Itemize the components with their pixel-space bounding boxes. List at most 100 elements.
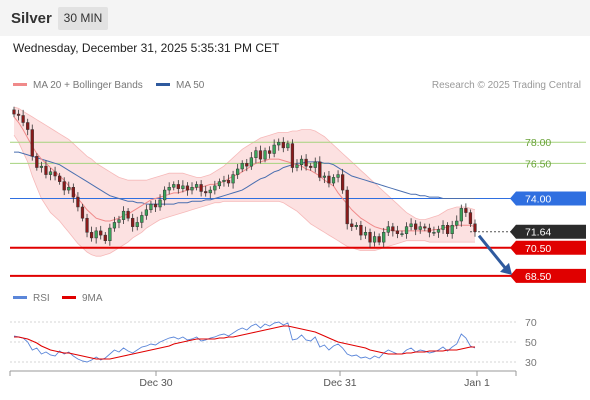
candle-body — [249, 157, 253, 167]
rsi-tick-label-70: 70 — [525, 317, 537, 329]
candle-body — [126, 210, 130, 219]
candle-body — [327, 175, 331, 184]
x-tick-label-1: Dec 31 — [323, 377, 356, 389]
candle-body — [409, 223, 413, 227]
candle-body — [16, 113, 21, 116]
forecast-arrow-head — [500, 262, 512, 275]
candle-body — [391, 226, 395, 232]
candle-body — [267, 150, 272, 154]
bollinger-band-area — [14, 107, 475, 257]
candle-body — [432, 232, 436, 234]
candle-body — [240, 163, 244, 170]
header-bar: Silver 30 MIN — [0, 0, 590, 36]
timeframe-badge[interactable]: 30 MIN — [58, 7, 108, 30]
candle-body — [445, 225, 450, 234]
forecast-arrow-shaft — [477, 234, 508, 270]
candle-body — [172, 184, 176, 188]
legend-swatch-rsi — [13, 295, 27, 299]
legend-swatch-9ma — [62, 295, 76, 299]
rsi-9ma-line — [14, 325, 475, 360]
legend-item-rsi: RSI — [13, 293, 50, 304]
legend-swatch-ma50 — [156, 82, 170, 86]
level-label-71-64: 71.64 — [525, 227, 551, 239]
candle-body — [35, 156, 39, 168]
legend-label-9ma: 9MA — [82, 293, 103, 304]
candle-body — [295, 164, 299, 168]
candle-body — [226, 179, 231, 184]
candle-body — [222, 179, 226, 182]
ma50-line — [14, 151, 475, 205]
candle-body — [436, 229, 441, 233]
candle-body — [149, 203, 153, 211]
candle-body — [112, 222, 117, 229]
candle-body — [254, 150, 258, 158]
candle-body — [450, 225, 454, 234]
candle-body — [181, 185, 185, 189]
level-label-70-50: 70.50 — [525, 243, 551, 255]
candle-body — [194, 184, 199, 188]
candle-body — [258, 150, 263, 160]
candle-body — [185, 185, 190, 191]
legend-label-ma50: MA 50 — [176, 80, 205, 91]
level-label-68-50: 68.50 — [525, 271, 551, 283]
candle-body — [318, 161, 322, 178]
level-tag-68-50 — [510, 268, 586, 283]
candle-body — [336, 174, 340, 178]
candle-body — [117, 219, 121, 223]
candle-body — [89, 232, 94, 239]
candle-body — [231, 174, 235, 184]
candle-body — [281, 141, 285, 149]
candle-body — [26, 122, 30, 130]
candle-body — [53, 171, 57, 177]
candle-body — [176, 184, 180, 189]
candle-body — [58, 175, 62, 182]
candle-body — [199, 184, 203, 192]
candle-body — [386, 226, 390, 233]
candle-body — [359, 225, 363, 236]
candle-body — [404, 226, 409, 234]
level-label-76-50: 76.50 — [525, 158, 551, 170]
candle-body — [377, 236, 381, 243]
candle-body — [80, 206, 85, 219]
candle-body — [213, 185, 217, 191]
candle-body — [418, 226, 422, 230]
candle-body — [62, 181, 66, 191]
candle-body — [322, 175, 326, 178]
candle-body — [121, 210, 126, 220]
candle-body — [76, 196, 80, 208]
candle-body — [368, 232, 372, 243]
candle-body — [94, 230, 98, 239]
candle-body — [290, 143, 295, 168]
legend-label-rsi: RSI — [33, 293, 50, 304]
level-label-74-00: 74.00 — [525, 194, 551, 206]
candle-body — [277, 141, 281, 146]
candle-body — [153, 203, 158, 208]
legend-swatch-ma20 — [13, 82, 27, 86]
candle-body — [382, 232, 386, 243]
candle-body — [313, 161, 317, 168]
candle-body — [204, 191, 208, 194]
candle-body — [350, 223, 354, 227]
candle-body — [363, 232, 368, 236]
candle-body — [423, 226, 427, 229]
candle-body — [372, 236, 377, 243]
candle-body — [208, 189, 212, 194]
candle-body — [12, 109, 16, 115]
legend-item-ma20-bollinger: MA 20 + Bollinger Bands — [13, 80, 143, 91]
bollinger-lower-line — [13, 134, 475, 257]
rsi-tick-label-50: 50 — [525, 337, 537, 349]
candle-body — [103, 234, 107, 241]
credit-text: Research © 2025 Trading Central — [431, 80, 581, 91]
level-tag-71-64 — [510, 224, 586, 239]
candle-body — [39, 165, 44, 168]
bollinger-upper-line — [13, 106, 476, 221]
candle-body — [427, 227, 431, 233]
candle-body — [190, 187, 194, 191]
level-tag-74-00 — [510, 191, 586, 206]
candle-body — [99, 230, 103, 236]
candle-body — [158, 199, 162, 208]
candle-body — [459, 208, 463, 222]
candle-body — [236, 168, 240, 175]
level-label-78-00: 78.00 — [525, 137, 551, 149]
candle-body — [131, 217, 135, 227]
